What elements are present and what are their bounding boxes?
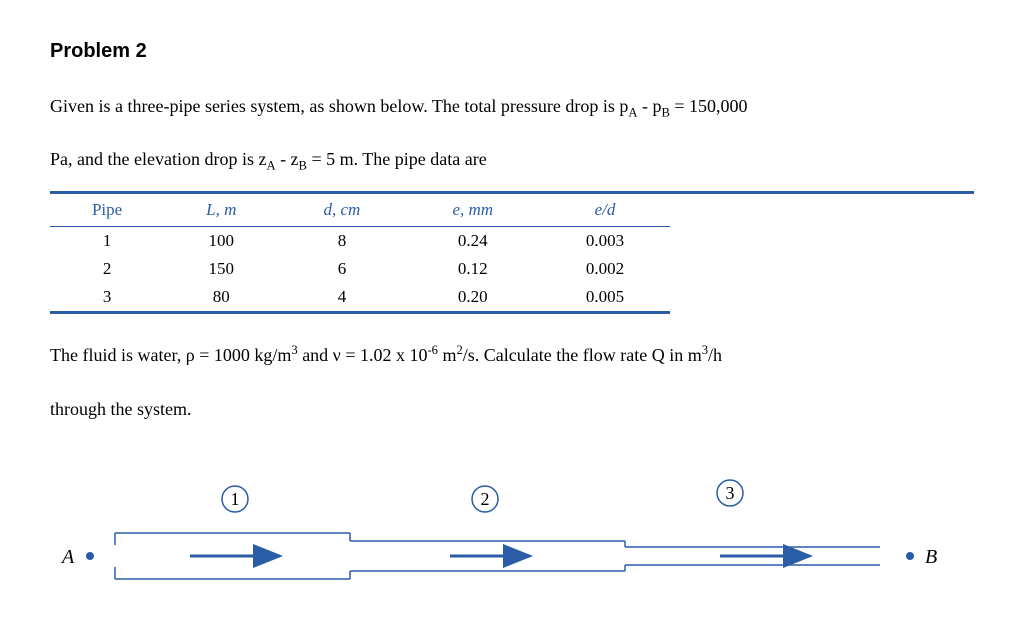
cell: 6: [278, 255, 405, 283]
cell: 0.003: [540, 227, 670, 255]
paragraph-2: Pa, and the elevation drop is zA - zB = …: [50, 138, 974, 181]
p2-subB: B: [299, 159, 307, 173]
p1-m1: - p: [637, 96, 661, 116]
p1-subB: B: [661, 106, 669, 120]
p2-pre: Pa, and the elevation drop is z: [50, 149, 266, 169]
cell: 0.20: [406, 283, 541, 311]
table-row: 3 80 4 0.20 0.005: [50, 283, 670, 311]
cell: 1: [50, 227, 164, 255]
num-3: 3: [726, 483, 735, 503]
p3-m1: and ν =: [298, 345, 360, 365]
p2-m2: =: [307, 149, 326, 169]
num-1: 1: [231, 489, 240, 509]
p1-val: 150,000: [689, 96, 748, 116]
p2-m1: - z: [276, 149, 299, 169]
table-row: 2 150 6 0.12 0.002: [50, 255, 670, 283]
num-2: 2: [481, 489, 490, 509]
col-pipe: Pipe: [50, 194, 164, 226]
p2-end: . The pipe data are: [354, 149, 487, 169]
p3-nu: 1.02 x 10: [360, 345, 428, 365]
p3-pre: The fluid is water, ρ =: [50, 345, 214, 365]
p3-sm6: -6: [427, 343, 438, 357]
pipe-table-wrap: Pipe L, m d, cm e, mm e/d 1 100 8 0.24 0…: [50, 191, 974, 314]
problem-title: Problem 2: [50, 40, 974, 63]
p1-pre: Given is a three-pipe series system, as …: [50, 96, 628, 116]
col-ed: e/d: [540, 194, 670, 226]
point-A-dot: [86, 552, 94, 560]
p1-m2: =: [670, 96, 689, 116]
point-B-dot: [906, 552, 914, 560]
cell: 0.005: [540, 283, 670, 311]
col-d: d, cm: [278, 194, 405, 226]
cell: 100: [164, 227, 278, 255]
p3-m2: m: [438, 345, 457, 365]
p3-m3: /s. Calculate the flow rate Q in m: [463, 345, 702, 365]
col-L: L, m: [164, 194, 278, 226]
label-B: B: [925, 546, 937, 568]
col-e: e, mm: [406, 194, 541, 226]
cell: 4: [278, 283, 405, 311]
p2-val: 5 m: [326, 149, 354, 169]
cell: 0.24: [406, 227, 541, 255]
cell: 8: [278, 227, 405, 255]
p3-rho: 1000 kg/m: [214, 345, 292, 365]
cell: 3: [50, 283, 164, 311]
paragraph-3: The fluid is water, ρ = 1000 kg/m3 and ν…: [50, 334, 974, 377]
table-bottom-rule: [50, 311, 670, 314]
cell: 0.002: [540, 255, 670, 283]
pipe-table: Pipe L, m d, cm e, mm e/d 1 100 8 0.24 0…: [50, 194, 670, 311]
cell: 2: [50, 255, 164, 283]
label-A: A: [60, 546, 75, 568]
cell: 80: [164, 283, 278, 311]
cell: 150: [164, 255, 278, 283]
paragraph-4: through the system.: [50, 388, 974, 431]
p2-subA: A: [266, 159, 275, 173]
p3-end: /h: [708, 345, 722, 365]
pipe-diagram: A 1 2 3 B: [50, 461, 974, 596]
cell: 0.12: [406, 255, 541, 283]
table-header-row: Pipe L, m d, cm e, mm e/d: [50, 194, 670, 226]
table-row: 1 100 8 0.24 0.003: [50, 227, 670, 255]
paragraph-1: Given is a three-pipe series system, as …: [50, 85, 974, 128]
